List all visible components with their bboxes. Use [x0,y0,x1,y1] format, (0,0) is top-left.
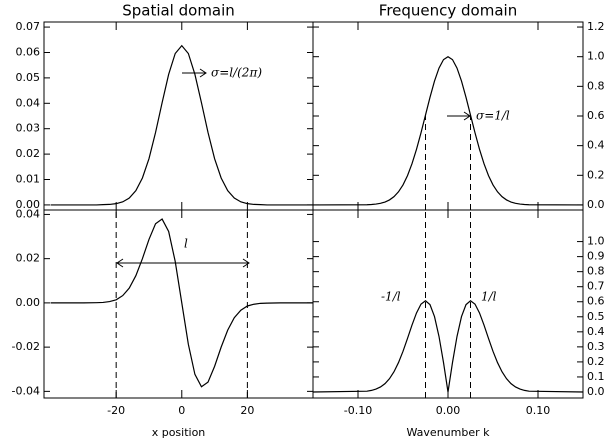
y-tick-label: -0.02 [12,340,40,353]
panel-frame [43,209,314,399]
y-tick-label: 0.2 [587,355,605,368]
y-tick-label: 0.6 [587,109,605,122]
y-tick-label: 0.00 [16,198,41,211]
annotation: 1/l [481,290,497,304]
y-tick-label: 1.0 [587,50,605,63]
arrow [447,111,471,121]
x-axis-label: Wavenumber k [407,426,491,439]
y-tick-label: 0.4 [587,139,605,152]
y-tick-label: 0.9 [587,250,605,263]
annotation: σ=l/(2π) [211,66,262,80]
y-tick-label: -0.04 [12,384,40,397]
curve [312,55,584,206]
x-axis-label: x position [152,426,206,439]
x-tick-label: -0.10 [344,404,372,417]
y-tick-label: 0.3 [587,340,605,353]
y-tick-label: 0.01 [16,173,41,186]
x-tick-label: 20 [240,404,254,417]
y-tick-label: 0.02 [16,252,41,265]
curve [50,218,313,388]
y-tick-label: 0.04 [16,96,41,109]
y-tick-label: 0.4 [587,325,605,338]
y-tick-label: 0.5 [587,310,605,323]
panel-title: Frequency domain [379,2,517,20]
panel-title: Spatial domain [122,2,235,20]
annotation: -1/l [381,290,401,304]
x-tick-label: -20 [107,404,125,417]
y-tick-label: 0.0 [587,198,605,211]
annotation: l [184,237,188,251]
x-tick-label: 0 [178,404,185,417]
y-tick-label: 0.02 [16,147,41,160]
y-tick-label: 0.05 [16,71,41,84]
y-tick-label: 0.03 [16,122,41,135]
y-tick-label: 0.8 [587,79,605,92]
curve [312,300,584,393]
x-tick-label: 0.00 [436,404,461,417]
y-tick-label: 0.07 [16,20,41,33]
y-tick-label: 0.6 [587,295,605,308]
annotation: σ=1/l [476,109,510,123]
y-tick-label: 0.0 [587,385,605,398]
arrow [116,258,250,268]
y-tick-label: 0.00 [16,296,41,309]
y-tick-label: 0.1 [587,370,605,383]
y-tick-label: 1.2 [587,20,605,33]
curve [50,44,313,206]
x-tick-label: 0.10 [526,404,551,417]
y-tick-label: 0.8 [587,265,605,278]
y-tick-label: 0.06 [16,45,41,58]
y-tick-label: 0.04 [16,207,41,220]
y-tick-label: 0.2 [587,168,605,181]
y-tick-label: 0.7 [587,280,605,293]
panel-frame [312,209,584,399]
y-tick-label: 1.0 [587,235,605,248]
